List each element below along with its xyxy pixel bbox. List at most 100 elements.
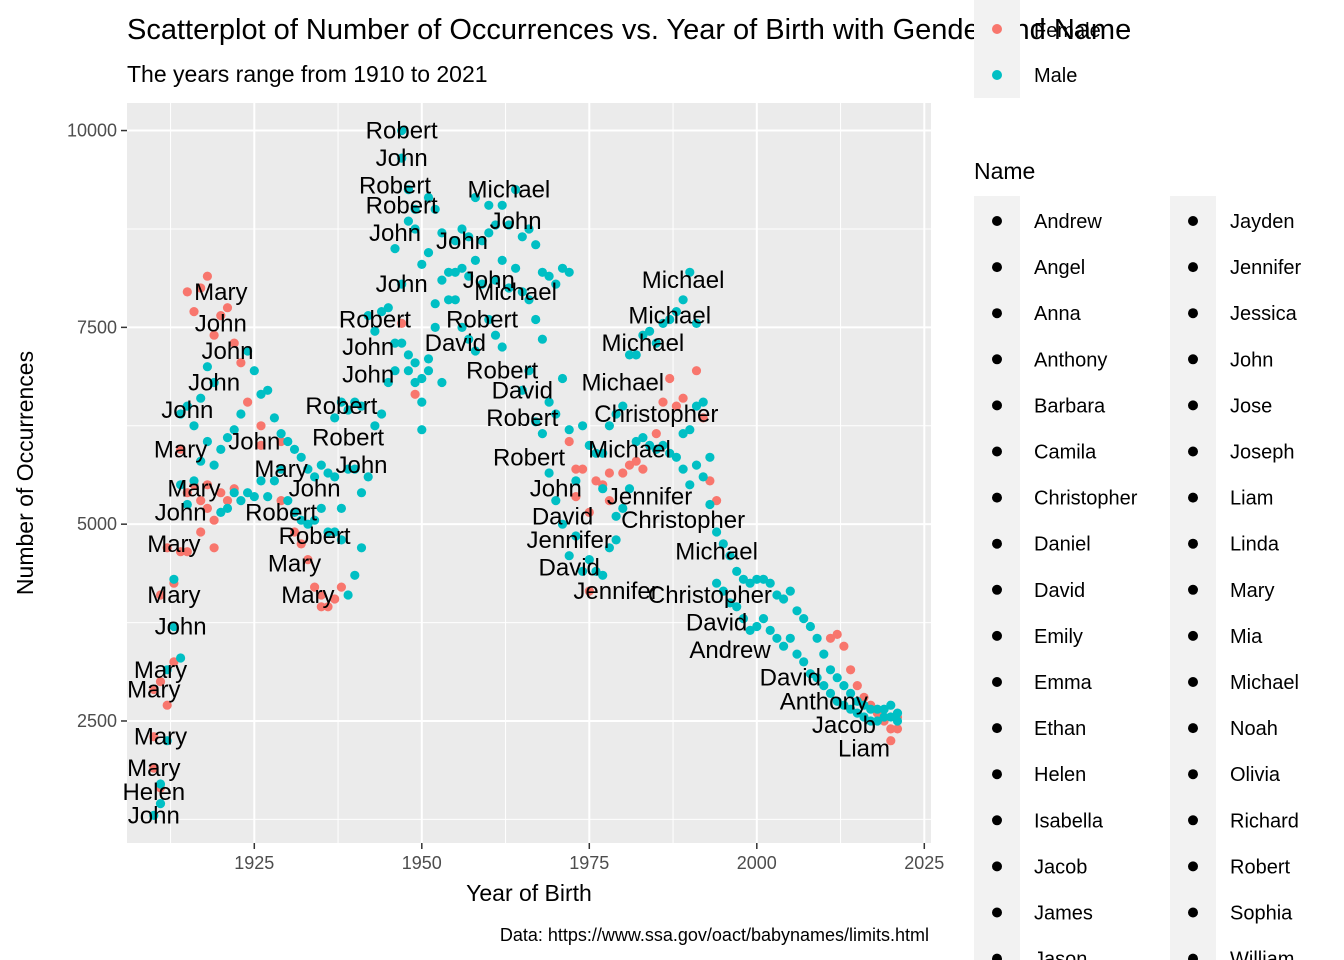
point-name-label: Michael <box>642 267 725 294</box>
data-point-female <box>316 602 326 612</box>
x-axis: 1925 1950 1975 2000 2025 <box>234 843 944 873</box>
data-point-male <box>477 236 487 246</box>
data-point-female <box>176 444 186 454</box>
data-point-female <box>631 456 641 466</box>
data-point-male <box>651 444 661 454</box>
name-legend-key <box>992 815 1002 826</box>
data-point-male <box>510 263 521 273</box>
data-point-male <box>316 503 326 513</box>
data-point-male <box>310 472 320 482</box>
data-point-male <box>497 200 507 210</box>
data-point-male <box>524 295 534 305</box>
data-point-male <box>464 334 474 344</box>
data-point-male <box>423 192 434 203</box>
data-point-male <box>792 649 802 659</box>
point-name-label: David <box>539 555 600 582</box>
data-point-male <box>450 267 460 277</box>
point-name-label: Mary <box>167 476 220 503</box>
point-name-label: John <box>335 452 387 479</box>
data-point-male <box>243 488 253 498</box>
data-point-male <box>216 507 226 517</box>
name-legend-key <box>992 538 1002 549</box>
name-legend-key <box>992 400 1002 411</box>
name-legend-key <box>992 308 1002 319</box>
point-name-label: David <box>492 377 553 404</box>
data-point-female <box>236 358 246 368</box>
point-name-label: Robert <box>486 405 558 432</box>
data-point-male <box>765 625 775 636</box>
name-legend-key <box>992 907 1002 918</box>
data-point-male <box>725 598 735 608</box>
data-point-male <box>544 468 554 478</box>
data-point-male <box>444 295 454 305</box>
data-point-male <box>691 318 702 328</box>
point-name-label: Mary <box>194 279 247 306</box>
y-tick-label: 7500 <box>77 317 117 337</box>
point-name-label: Michael <box>474 279 557 306</box>
data-point-female <box>698 413 708 423</box>
data-point-male <box>578 421 588 431</box>
point-name-label: Robert <box>366 118 438 145</box>
data-point-male <box>718 539 728 549</box>
data-point-male <box>484 200 494 210</box>
name-legend-key <box>1188 677 1198 687</box>
data-point-male <box>249 492 259 502</box>
data-point-male <box>202 362 212 372</box>
data-point-male <box>624 484 635 494</box>
data-point-male <box>866 716 876 726</box>
data-point-male <box>799 614 809 624</box>
data-point-male <box>852 696 862 706</box>
name-legend-label: Emily <box>1034 626 1083 648</box>
data-point-female <box>678 393 688 403</box>
name-legend-key <box>992 446 1002 457</box>
data-point-male <box>524 224 534 234</box>
data-point-female <box>651 429 661 439</box>
point-name-label: Robert <box>312 425 384 452</box>
name-legend-title: Name <box>974 158 1035 184</box>
point-name-label: Michael <box>581 370 664 397</box>
data-point-male <box>879 712 889 722</box>
name-legend-label: Jennifer <box>1230 257 1301 279</box>
name-legend-key <box>992 723 1002 734</box>
data-point-female <box>196 283 206 293</box>
point-name-label: Liam <box>838 736 890 763</box>
name-legend-key <box>992 584 1002 595</box>
data-point-male <box>397 126 407 136</box>
point-name-label: Mary <box>147 531 200 558</box>
data-point-male <box>397 338 407 348</box>
data-point-male <box>805 621 816 632</box>
data-point-male <box>289 507 300 517</box>
point-name-label: Mary <box>281 582 334 609</box>
point-name-label: Jennifer <box>573 578 658 605</box>
data-point-male <box>403 216 413 226</box>
point-name-label: Mary <box>154 436 207 463</box>
name-legend-key <box>992 953 1002 960</box>
data-point-male <box>410 377 420 388</box>
data-point-male <box>490 220 501 230</box>
data-point-male <box>510 185 521 195</box>
data-point-male <box>470 255 480 265</box>
data-point-male <box>323 527 333 537</box>
point-name-label: Jennifer <box>607 484 692 511</box>
data-point-female <box>182 488 192 498</box>
data-point-female <box>289 527 300 537</box>
data-point-male <box>712 527 722 537</box>
data-point-male <box>732 566 742 577</box>
data-point-male <box>470 346 480 356</box>
data-point-male <box>423 248 434 258</box>
data-point-male <box>229 425 239 435</box>
point-name-label: Robert <box>245 499 317 526</box>
data-point-female <box>691 366 702 376</box>
data-point-female <box>303 555 313 565</box>
name-legend-label: Mary <box>1230 580 1274 602</box>
data-point-male <box>598 570 608 580</box>
data-point-male <box>557 519 568 529</box>
data-point-female <box>571 492 581 502</box>
data-point-male <box>350 464 360 474</box>
name-legend-key <box>1188 861 1198 872</box>
gender-legend-background <box>974 0 1020 98</box>
data-point-female <box>330 594 340 604</box>
data-point-male <box>437 228 447 238</box>
data-point-male <box>430 204 440 214</box>
